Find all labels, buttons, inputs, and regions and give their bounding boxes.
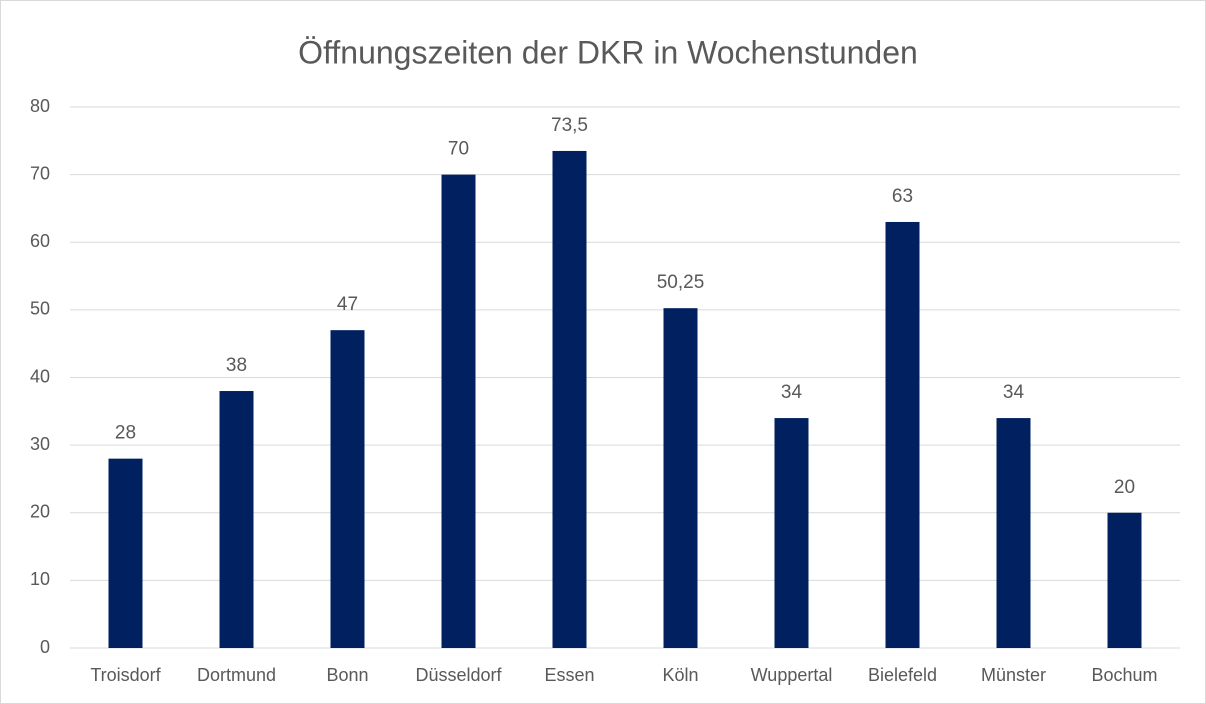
value-label: 73,5 [551,115,588,136]
bar [663,308,698,648]
x-tick-label: Wuppertal [751,665,833,685]
value-label: 34 [1003,382,1025,403]
y-tick-label: 20 [30,502,50,522]
x-tick-label: Köln [662,665,698,685]
x-tick-label: Essen [544,665,594,685]
chart-title: Öffnungszeiten der DKR in Wochenstunden [298,34,918,70]
bar [219,391,254,648]
y-tick-label: 30 [30,434,50,454]
bar [996,418,1031,648]
bar [330,330,365,648]
bar [552,150,587,649]
x-tick-label: Troisdorf [90,665,161,685]
x-tick-label: Düsseldorf [415,665,502,685]
value-label: 38 [226,355,247,376]
x-tick-label: Bonn [326,665,368,685]
value-label: 50,25 [657,272,705,293]
y-tick-label: 40 [30,366,50,386]
bar [441,174,476,648]
y-tick-label: 70 [30,163,50,183]
value-label: 70 [448,139,469,160]
x-tick-label: Dortmund [197,665,276,685]
y-tick-label: 60 [30,231,50,251]
value-label: 34 [781,382,803,403]
y-tick-label: 10 [30,569,50,589]
bar [1107,512,1142,648]
x-tick-label: Bielefeld [868,665,937,685]
x-tick-label: Münster [981,665,1046,685]
value-label: 20 [1114,477,1135,498]
y-tick-label: 0 [40,637,50,657]
bar [774,418,809,648]
bar [885,221,920,648]
value-label: 47 [337,294,358,315]
value-label: 63 [892,186,913,207]
y-tick-label: 80 [30,96,50,116]
y-tick-label: 50 [30,299,50,319]
value-label: 28 [115,423,136,444]
x-tick-label: Bochum [1091,665,1157,685]
bar [108,458,143,648]
